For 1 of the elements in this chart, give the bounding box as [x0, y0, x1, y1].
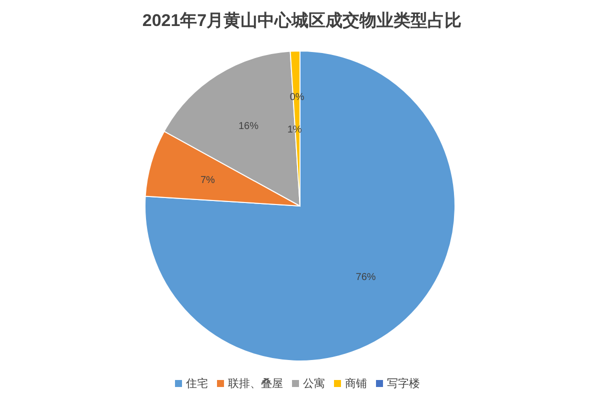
title: 2021年7月黄山中心城区成交物业类型占比 [142, 11, 462, 30]
